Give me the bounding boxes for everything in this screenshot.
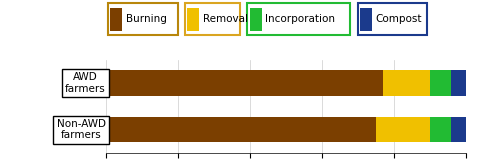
Bar [430,70,451,96]
Text: Compost: Compost [376,14,422,24]
Text: Non-AWD
farmers: Non-AWD farmers [57,119,106,140]
Bar [106,117,376,142]
Bar [383,70,430,96]
Bar [376,117,430,142]
Bar [451,117,466,142]
Text: Burning: Burning [126,14,167,24]
Text: Incorporation: Incorporation [265,14,336,24]
Text: Removal: Removal [203,14,248,24]
Bar [451,70,466,96]
Text: AWD
farmers: AWD farmers [65,72,106,94]
Bar [430,117,451,142]
Bar [106,70,383,96]
